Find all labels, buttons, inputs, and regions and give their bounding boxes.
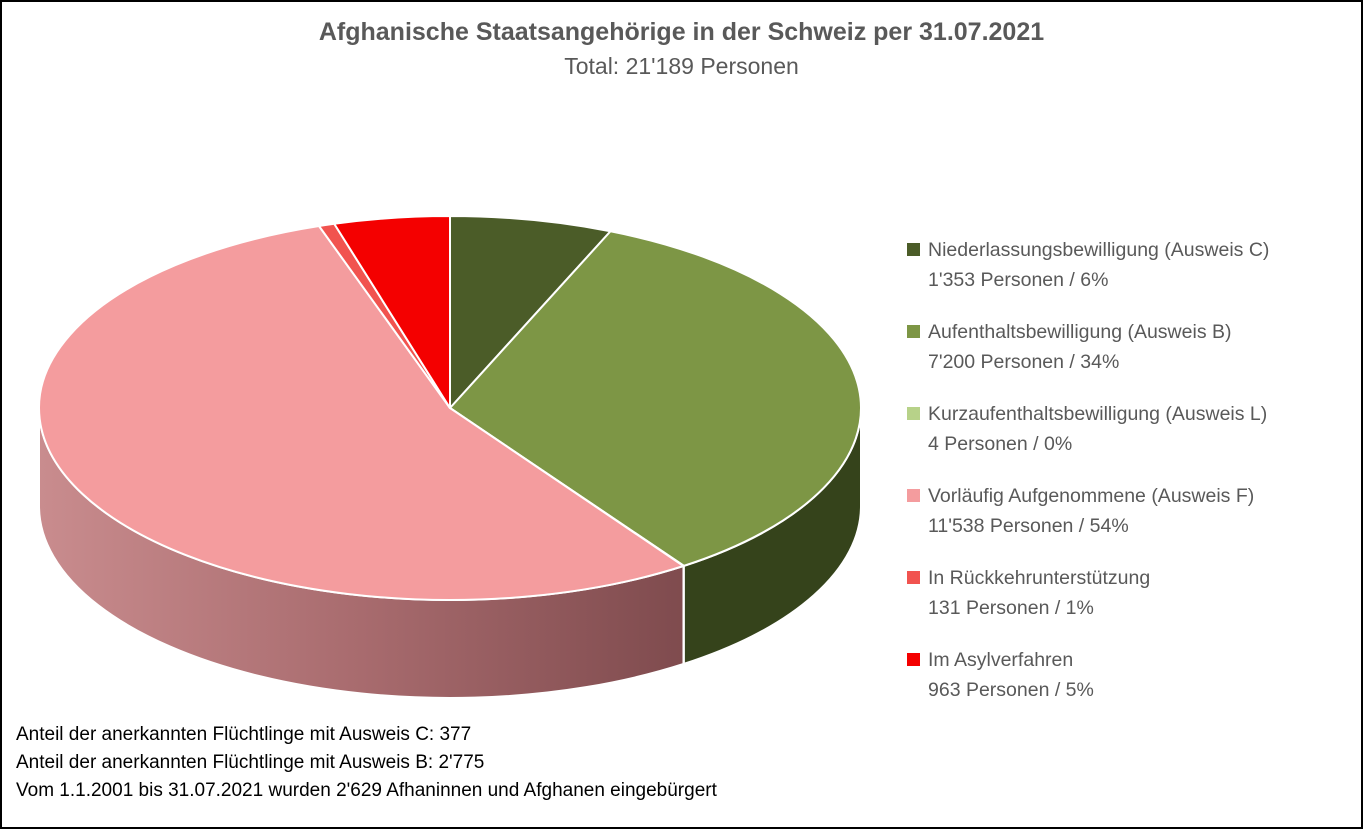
- chart-subtitle: Total: 21'189 Personen: [564, 53, 799, 79]
- legend-label: Im Asylverfahren: [928, 649, 1074, 671]
- pie-top-slices: [38, 215, 862, 601]
- legend-value: 11'538 Personen / 54%: [928, 515, 1129, 537]
- legend-swatch: [907, 243, 920, 256]
- legend-item: Vorläufig Aufgenommene (Ausweis F) 11'53…: [907, 481, 1352, 541]
- legend-value: 131 Personen / 1%: [928, 597, 1094, 619]
- legend-value: 7'200 Personen / 34%: [928, 351, 1120, 373]
- legend-swatch: [907, 407, 920, 420]
- pie-slice-vorl-ufig-aufgenommene-ausweis-f: [38, 225, 685, 601]
- footnote-line: Anteil der anerkannten Flüchtlinge mit A…: [16, 724, 472, 745]
- legend-label: In Rückkehrunterstützung: [928, 567, 1151, 589]
- legend-swatch: [907, 653, 920, 666]
- legend-label: Niederlassungsbewilligung (Ausweis C): [928, 239, 1270, 261]
- pie-slice-aufenthaltsbewilligung-ausweis-b: [449, 230, 862, 567]
- legend-label: Aufenthaltsbewilligung (Ausweis B): [928, 321, 1232, 343]
- footnote-line: Anteil der anerkannten Flüchtlinge mit A…: [16, 752, 485, 773]
- legend-item: In Rückkehrunterstützung 131 Personen / …: [907, 563, 1352, 623]
- legend-item: Niederlassungsbewilligung (Ausweis C) 1'…: [907, 235, 1352, 295]
- pie-slice-im-asylverfahren: [333, 215, 451, 409]
- legend-item: Aufenthaltsbewilligung (Ausweis B) 7'200…: [907, 317, 1352, 377]
- footnote-line: Vom 1.1.2001 bis 31.07.2021 wurden 2'629…: [16, 780, 717, 801]
- legend-value: 1'353 Personen / 6%: [928, 269, 1109, 291]
- chart-legend: Niederlassungsbewilligung (Ausweis C) 1'…: [907, 235, 1352, 727]
- footnotes: Anteil der anerkannten Flüchtlinge mit A…: [16, 721, 717, 805]
- legend-swatch: [907, 489, 920, 502]
- legend-swatch: [907, 571, 920, 584]
- pie-slice-niederlassungsbewilligung-ausweis-c: [449, 215, 612, 409]
- legend-value: 4 Personen / 0%: [928, 433, 1073, 455]
- title-block: Afghanische Staatsangehörige in der Schw…: [2, 18, 1361, 80]
- legend-item: Kurzaufenthaltsbewilligung (Ausweis L) 4…: [907, 399, 1352, 459]
- legend-label: Kurzaufenthaltsbewilligung (Ausweis L): [928, 403, 1268, 425]
- legend-item: Im Asylverfahren 963 Personen / 5%: [907, 645, 1352, 705]
- legend-label: Vorläufig Aufgenommene (Ausweis F): [928, 485, 1255, 507]
- legend-value: 963 Personen / 5%: [928, 679, 1094, 701]
- chart-title: Afghanische Staatsangehörige in der Schw…: [318, 18, 1045, 46]
- legend-swatch: [907, 325, 920, 338]
